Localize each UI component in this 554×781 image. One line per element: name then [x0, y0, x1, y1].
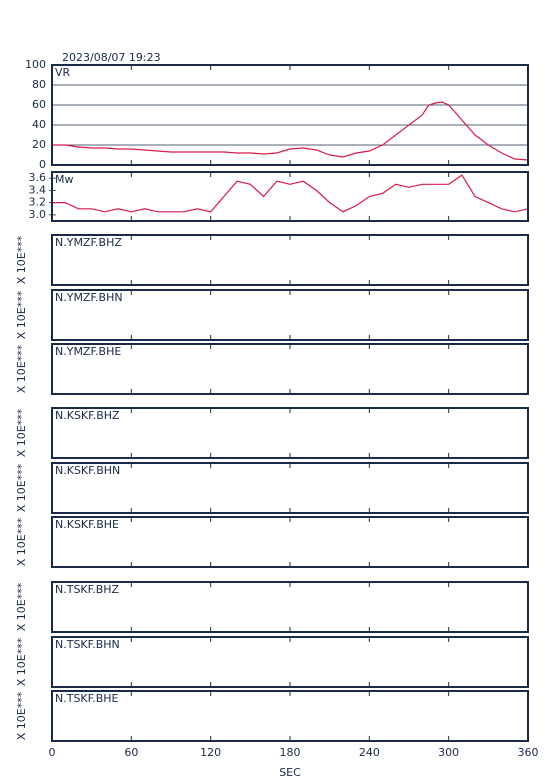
- y-tick-label: 60: [32, 98, 46, 111]
- x-tick-label: 0: [49, 746, 56, 759]
- y-axis-label: X 10E***: [15, 582, 28, 631]
- y-tick-label: 3.6: [29, 171, 47, 184]
- y-axis-label: X 10E***: [15, 408, 28, 457]
- y-tick-label: 80: [32, 78, 46, 91]
- y-tick-label: 3.4: [29, 183, 47, 196]
- panel-frame: [51, 407, 529, 459]
- series-line: [52, 101, 529, 161]
- panel-frame: [51, 462, 529, 514]
- panel-frame: [51, 690, 529, 742]
- panel-frame: [51, 516, 529, 568]
- y-axis-label: X 10E***: [15, 290, 28, 339]
- x-tick-label: 300: [438, 746, 459, 759]
- panel-label: N.TSKF.BHE: [55, 692, 119, 705]
- panel-frame: [51, 234, 529, 286]
- series-line: [52, 174, 529, 213]
- panel-label: N.KSKF.BHN: [55, 464, 120, 477]
- x-tick-label: 240: [359, 746, 380, 759]
- panel-label: N.YMZF.BHE: [55, 345, 121, 358]
- panel-frame: [51, 171, 529, 222]
- panel-frame: [51, 581, 529, 633]
- y-axis-label: X 10E***: [15, 691, 28, 740]
- panel-label: N.KSKF.BHZ: [55, 409, 120, 422]
- panel-label: N.YMZF.BHN: [55, 291, 123, 304]
- x-tick-label: 60: [124, 746, 138, 759]
- y-axis-label: X 10E***: [15, 344, 28, 393]
- y-tick-label: 100: [25, 58, 46, 71]
- y-axis-label: X 10E***: [15, 637, 28, 686]
- panel-label: N.TSKF.BHN: [55, 638, 120, 651]
- panel-label: VR: [55, 66, 71, 79]
- x-tick-label: 360: [518, 746, 539, 759]
- panel-frame: [51, 636, 529, 688]
- panel-label: N.YMZF.BHZ: [55, 236, 122, 249]
- panel-label: N.TSKF.BHZ: [55, 583, 120, 596]
- y-tick-label: 0: [39, 158, 46, 171]
- panel-label: Mw: [55, 173, 74, 186]
- y-axis-label: X 10E***: [15, 517, 28, 566]
- y-tick-label: 3.0: [29, 208, 47, 221]
- panel-frame: [51, 289, 529, 341]
- panel-frame: [51, 343, 529, 395]
- panel-label: N.KSKF.BHE: [55, 518, 119, 531]
- x-tick-label: 180: [280, 746, 301, 759]
- x-tick-label: 120: [200, 746, 221, 759]
- y-tick-label: 40: [32, 118, 46, 131]
- y-axis-label: X 10E***: [15, 463, 28, 512]
- chart-title: 2023/08/07 19:23: [62, 51, 161, 64]
- x-axis-label: SEC: [279, 766, 301, 779]
- panel-frame: [51, 64, 529, 166]
- y-axis-label: X 10E***: [15, 235, 28, 284]
- y-tick-label: 3.2: [29, 196, 47, 209]
- y-tick-label: 20: [32, 138, 46, 151]
